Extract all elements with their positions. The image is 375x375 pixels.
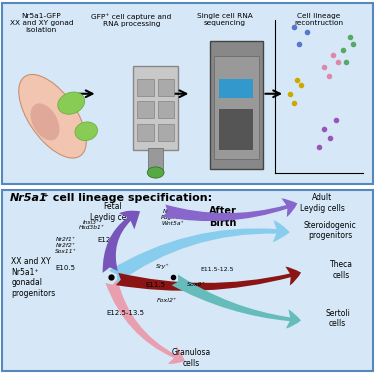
Text: Nr2f2⁺
Pdgfra⁺
Wnt5a⁺: Nr2f2⁺ Pdgfra⁺ Wnt5a⁺	[161, 209, 184, 226]
Point	[298, 82, 304, 88]
Bar	[210, 41, 262, 169]
Text: Adult
Leydig cells: Adult Leydig cells	[300, 193, 345, 213]
Bar	[158, 79, 174, 96]
Bar	[137, 101, 154, 118]
Text: Steroidogenic
progenitors: Steroidogenic progenitors	[304, 221, 356, 240]
Text: Single cell RNA
sequencing: Single cell RNA sequencing	[197, 13, 253, 26]
Text: After
Birth: After Birth	[209, 206, 237, 228]
Text: Fetal
Leydig cells: Fetal Leydig cells	[90, 202, 135, 222]
Bar	[219, 79, 253, 98]
Point	[296, 41, 302, 47]
Point	[286, 91, 292, 97]
Text: E11.5-12.5: E11.5-12.5	[201, 267, 234, 272]
Bar	[133, 66, 178, 150]
Text: Foxl2⁺: Foxl2⁺	[157, 297, 177, 303]
Text: E10.5: E10.5	[56, 265, 76, 271]
Text: Sry⁺: Sry⁺	[156, 264, 170, 269]
Text: Sox9⁺: Sox9⁺	[188, 282, 206, 288]
Text: E12.5-13.5: E12.5-13.5	[106, 310, 145, 316]
Bar	[219, 109, 253, 150]
Text: Granulosa
cells: Granulosa cells	[172, 348, 211, 368]
Point	[321, 126, 327, 132]
Bar	[148, 148, 163, 172]
Text: GFP⁺ cell capture and
RNA processing: GFP⁺ cell capture and RNA processing	[91, 13, 171, 27]
Ellipse shape	[30, 104, 60, 140]
Point	[347, 34, 353, 40]
FancyArrowPatch shape	[162, 198, 297, 221]
Text: E11.5: E11.5	[146, 282, 166, 288]
Text: ⁺ cell lineage specification:: ⁺ cell lineage specification:	[43, 193, 212, 203]
Ellipse shape	[58, 92, 85, 114]
Text: Theca
cells: Theca cells	[330, 260, 353, 280]
Point	[350, 41, 356, 47]
Ellipse shape	[75, 122, 98, 141]
Point	[327, 135, 333, 141]
Text: Nr5a1-GFP
XX and XY gonad
isolation: Nr5a1-GFP XX and XY gonad isolation	[9, 13, 73, 33]
FancyArrowPatch shape	[172, 274, 301, 328]
Point	[340, 47, 346, 53]
Point	[291, 100, 297, 106]
FancyArrowPatch shape	[109, 220, 290, 283]
Point	[326, 73, 332, 79]
Text: Nr2f1⁺
Nr2f2⁺
Sox11⁺: Nr2f1⁺ Nr2f2⁺ Sox11⁺	[55, 237, 76, 254]
FancyArrowPatch shape	[105, 279, 185, 364]
Bar	[137, 124, 154, 141]
Text: Insl3⁺
Hsd3b1⁺: Insl3⁺ Hsd3b1⁺	[79, 220, 105, 230]
Point	[316, 144, 322, 150]
Bar	[214, 56, 259, 159]
Text: Cell lineage
recontruction: Cell lineage recontruction	[294, 13, 344, 26]
Bar	[137, 79, 154, 96]
FancyArrowPatch shape	[103, 211, 140, 273]
Text: XX and XY
Nr5a1⁺
gonadal
progenitors: XX and XY Nr5a1⁺ gonadal progenitors	[11, 257, 56, 298]
Point	[333, 117, 339, 123]
Text: Nr5a1: Nr5a1	[9, 193, 47, 203]
Ellipse shape	[19, 75, 86, 158]
Point	[291, 24, 297, 30]
Text: Sertoli
cells: Sertoli cells	[325, 309, 350, 328]
Point	[330, 52, 336, 58]
Bar	[158, 124, 174, 141]
Point	[294, 76, 300, 82]
Bar	[158, 101, 174, 118]
Text: E12.5: E12.5	[97, 237, 117, 243]
Point	[343, 59, 349, 65]
Point	[304, 29, 310, 35]
FancyArrowPatch shape	[116, 267, 301, 291]
Point	[321, 64, 327, 70]
Ellipse shape	[147, 167, 164, 178]
Point	[335, 59, 341, 65]
